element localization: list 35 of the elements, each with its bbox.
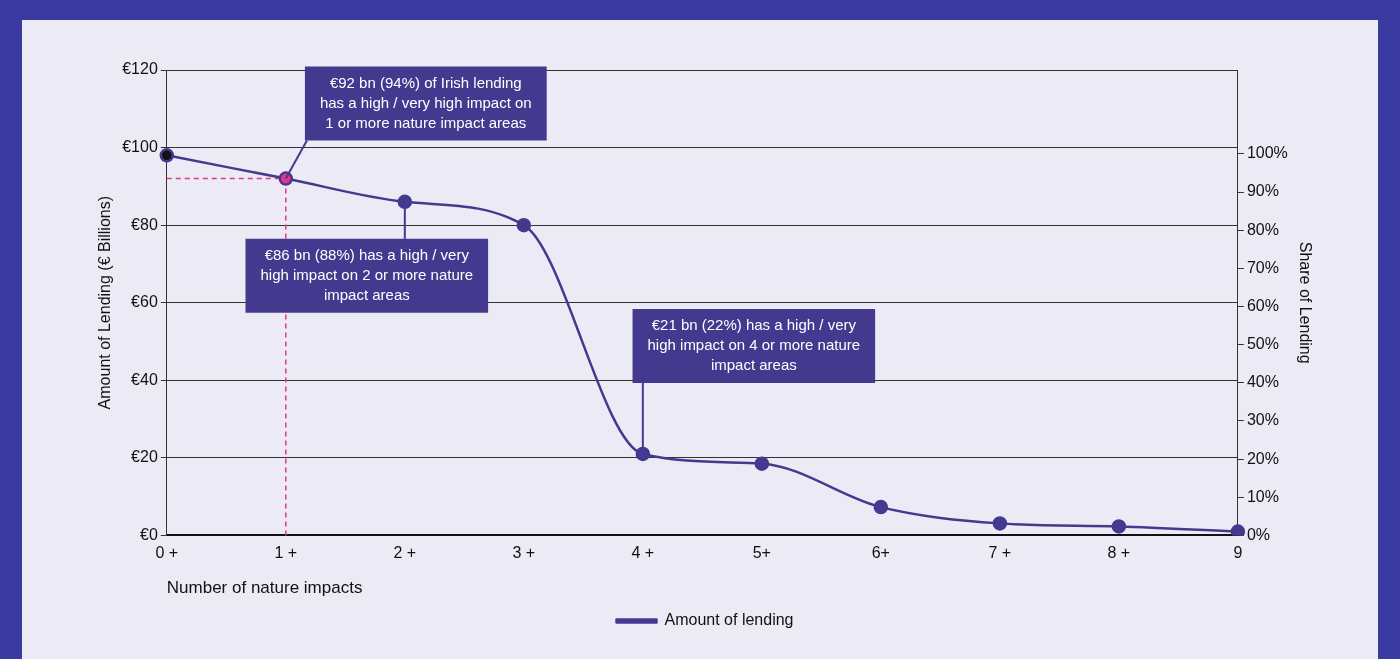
y2-tick-label: 20% — [1246, 449, 1279, 467]
y-axis-title: Amount of Lending (€ Billions) — [96, 195, 114, 410]
y-tick-label: €120 — [122, 60, 158, 78]
x-tick-label: 7 + — [988, 544, 1012, 562]
y2-tick-label: 80% — [1246, 220, 1279, 238]
x-tick-label: 6+ — [871, 544, 890, 562]
x-tick-label: 2 + — [393, 544, 417, 562]
x-tick-label: 3 + — [512, 544, 536, 562]
x-tick-label: 5+ — [752, 544, 771, 562]
y-tick-label: €60 — [131, 293, 158, 311]
y2-tick-label: 70% — [1246, 258, 1279, 276]
x-tick-label: 4 + — [631, 544, 655, 562]
y2-tick-label: 40% — [1246, 373, 1279, 391]
y-tick-label: €20 — [131, 448, 158, 466]
y2-axis-title: Share of Lending — [1296, 241, 1314, 364]
annotation: €21 bn (22%) has a high / very high impact on 4 or more nature impact areas — [647, 316, 861, 374]
x-tick-label: 8 + — [1107, 544, 1131, 562]
y2-tick-label: 60% — [1246, 296, 1279, 314]
x-tick-label: 9 — [1233, 544, 1243, 562]
x-tick-label: 1 + — [274, 544, 298, 562]
y2-tick-label: 0% — [1246, 525, 1270, 543]
y-tick-label: €80 — [131, 215, 158, 233]
y2-tick-label: 90% — [1246, 182, 1279, 200]
y2-tick-label: 50% — [1246, 335, 1279, 353]
y-tick-label: €40 — [131, 370, 158, 388]
y2-tick-label: 100% — [1246, 144, 1288, 162]
y-tick-label: €100 — [122, 137, 158, 155]
y-tick-label: €0 — [140, 525, 158, 543]
annotation: €86 bn (88%) has a high / very high impact on 2 or more nature impact areas — [260, 246, 474, 303]
legend-label: Amount of lending — [664, 611, 794, 629]
y2-tick-label: 10% — [1246, 487, 1279, 505]
annotation: €92 bn (94%) of Irish lending has a high / very high impact on 1 or more nature impact areas — [319, 73, 532, 131]
x-axis-title: Number of nature impacts — [166, 578, 363, 598]
x-tick-label: 0 + — [155, 544, 179, 562]
y2-tick-label: 30% — [1246, 411, 1279, 429]
